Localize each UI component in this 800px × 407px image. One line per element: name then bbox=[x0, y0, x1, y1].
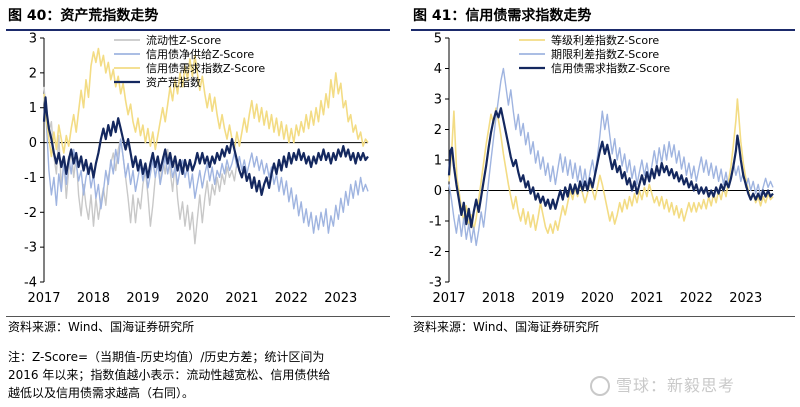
figure-note: 注：Z-Score=（当期值-历史均值）/历史方差；统计区间为 2016 年以来… bbox=[8, 348, 388, 402]
y-tick-label: -3 bbox=[429, 276, 442, 291]
y-tick-label: 4 bbox=[434, 62, 442, 77]
y-tick-label: 0 bbox=[29, 136, 37, 151]
x-tick-label: 2022 bbox=[680, 291, 713, 306]
legend-label: 等级利差指数Z-Score bbox=[551, 33, 659, 47]
legend-label: 流动性Z-Score bbox=[146, 33, 221, 47]
y-tick-label: -1 bbox=[429, 215, 442, 230]
y-tick-label: 3 bbox=[29, 32, 37, 47]
y-tick-label: 0 bbox=[434, 184, 442, 199]
watermark-text: 雪球：新毅思考 bbox=[616, 376, 736, 395]
x-tick-label: 2018 bbox=[482, 291, 515, 306]
y-tick-label: 2 bbox=[434, 123, 442, 138]
figure-41-top-rule bbox=[411, 29, 795, 31]
figure-41-title: 图 41：信用债需求指数走势 bbox=[413, 8, 592, 24]
y-tick-label: -1 bbox=[24, 171, 37, 186]
figure-41-source: 资料来源：Wind、国海证券研究所 bbox=[413, 320, 600, 334]
figure-40-top-rule bbox=[6, 29, 390, 31]
legend-label: 资产荒指数 bbox=[146, 75, 201, 89]
x-tick-label: 2019 bbox=[531, 291, 564, 306]
y-tick-label: 1 bbox=[29, 101, 37, 116]
x-tick-label: 2022 bbox=[275, 291, 308, 306]
x-tick-label: 2023 bbox=[324, 291, 357, 306]
snowball-logo-icon bbox=[590, 376, 610, 396]
figure-40-title: 图 40：资产荒指数走势 bbox=[8, 8, 159, 24]
series-line-1 bbox=[448, 98, 774, 234]
x-tick-label: 2018 bbox=[77, 291, 110, 306]
y-tick-label: -2 bbox=[24, 206, 37, 221]
y-tick-label: 1 bbox=[434, 154, 442, 169]
series-line-2 bbox=[448, 67, 774, 247]
y-tick-label: 2 bbox=[29, 66, 37, 81]
x-tick-label: 2023 bbox=[729, 291, 762, 306]
legend-label: 信用债净供给Z-Score bbox=[146, 47, 254, 61]
note-line: 越低以及信用债需求越高（右同）。 bbox=[8, 386, 195, 400]
y-tick-label: -3 bbox=[24, 241, 37, 256]
figure-40-bottom-rule bbox=[6, 316, 390, 317]
y-tick-label: 3 bbox=[434, 93, 442, 108]
figure-40-source: 资料来源：Wind、国海证券研究所 bbox=[8, 320, 195, 334]
x-tick-label: 2017 bbox=[27, 291, 60, 306]
y-tick-label: 5 bbox=[434, 32, 442, 47]
x-tick-label: 2021 bbox=[630, 291, 663, 306]
x-tick-label: 2019 bbox=[126, 291, 159, 306]
note-line: 2016 年以来；指数值越小表示：流动性越宽松、信用债供给 bbox=[8, 368, 331, 382]
legend-label: 信用债需求指数Z-Score bbox=[146, 61, 265, 75]
x-tick-label: 2021 bbox=[225, 291, 258, 306]
y-tick-label: -2 bbox=[429, 245, 442, 260]
legend-label: 信用债需求指数Z-Score bbox=[551, 61, 670, 75]
legend-label: 期限利差指数Z-Score bbox=[551, 47, 659, 61]
figure-41-bottom-rule bbox=[411, 316, 795, 317]
series-line-3 bbox=[43, 47, 369, 158]
watermark: 雪球：新毅思考 bbox=[590, 372, 735, 396]
series-line-4 bbox=[42, 96, 369, 196]
series-line-2 bbox=[43, 97, 369, 234]
x-tick-label: 2017 bbox=[432, 291, 465, 306]
series-line-3 bbox=[447, 107, 774, 229]
x-tick-label: 2020 bbox=[581, 291, 614, 306]
note-line: 注：Z-Score=（当期值-历史均值）/历史方差；统计区间为 bbox=[8, 350, 325, 364]
y-tick-label: -4 bbox=[24, 276, 37, 291]
x-tick-label: 2020 bbox=[176, 291, 209, 306]
